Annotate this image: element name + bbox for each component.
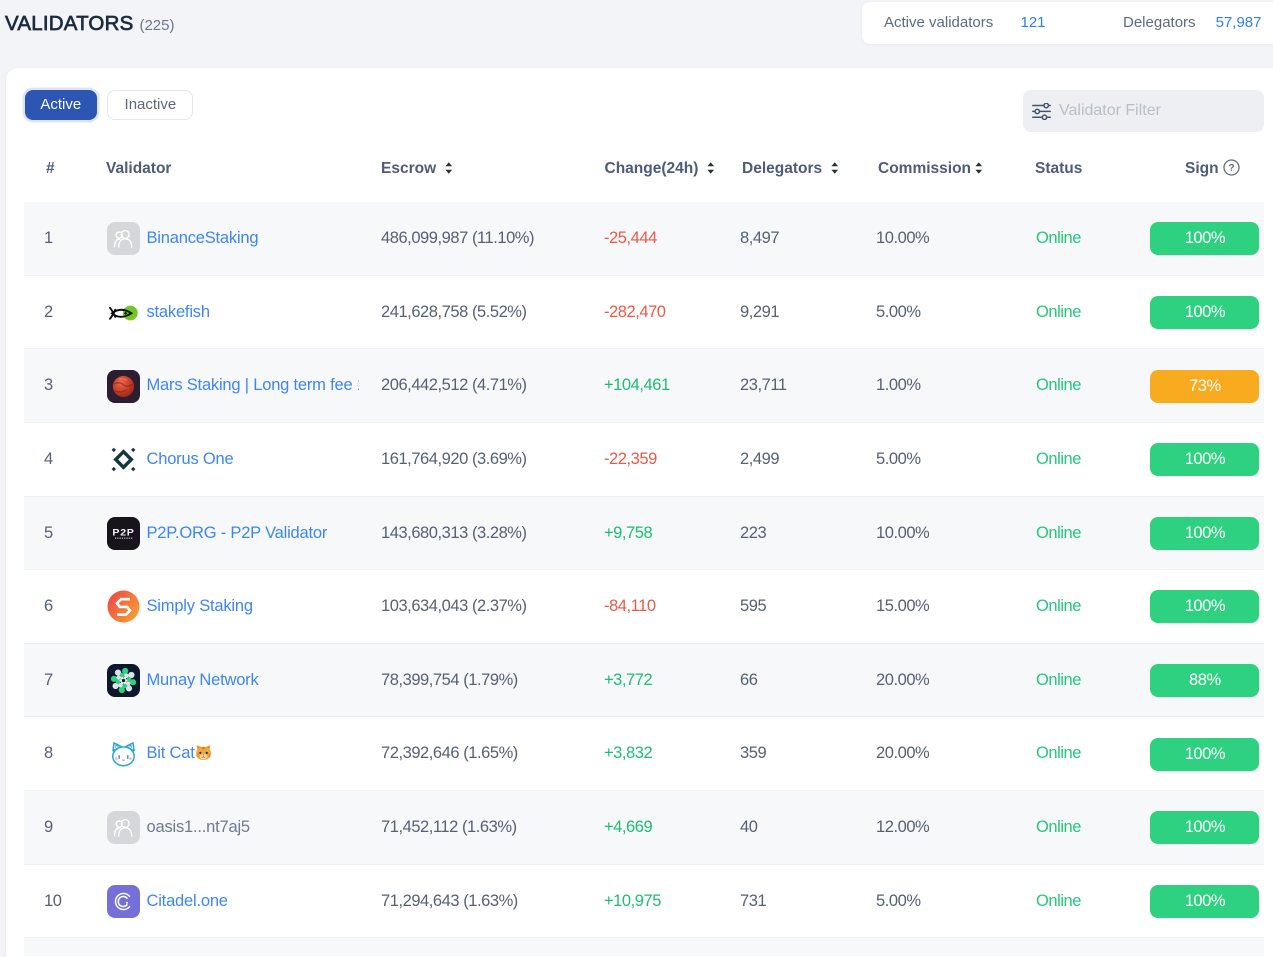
svg-text:P2P: P2P — [112, 528, 134, 538]
svg-text:?: ? — [1228, 163, 1234, 174]
